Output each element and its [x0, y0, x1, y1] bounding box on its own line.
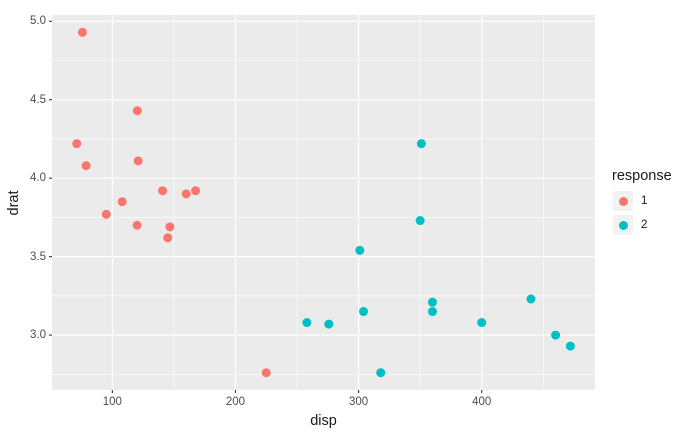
legend-title: response — [612, 168, 672, 184]
data-point-response-1 — [117, 197, 127, 207]
legend-key — [613, 215, 633, 235]
data-point-response-1 — [191, 186, 201, 196]
data-point-response-1 — [132, 106, 142, 116]
legend-item-label: 2 — [641, 219, 648, 231]
legend-swatch-icon — [618, 220, 628, 230]
data-point-response-2 — [376, 368, 386, 378]
x-tick-label: 100 — [102, 396, 122, 408]
data-point-response-2 — [526, 294, 536, 304]
legend-key — [613, 191, 633, 211]
data-point-response-2 — [324, 319, 334, 329]
x-tick-label: 400 — [472, 396, 492, 408]
data-point-response-1 — [163, 233, 173, 243]
data-point-response-2 — [302, 318, 312, 328]
y-tick-label: 4.5 — [30, 93, 46, 106]
legend-item-2: 2 — [612, 215, 672, 235]
data-point-response-1 — [261, 368, 271, 378]
panel-background — [52, 15, 595, 390]
data-point-response-1 — [133, 156, 143, 166]
data-point-response-1 — [81, 161, 91, 171]
data-point-response-2 — [415, 216, 425, 226]
y-axis-title: drat — [6, 190, 22, 216]
x-tick-label: 300 — [348, 396, 369, 408]
legend-swatch-icon — [618, 196, 628, 206]
data-point-response-2 — [355, 245, 365, 255]
data-point-response-1 — [165, 222, 175, 232]
legend-item-1: 1 — [612, 191, 672, 211]
x-axis-title: disp — [310, 413, 337, 429]
data-point-response-2 — [359, 307, 369, 317]
legend-item-label: 1 — [641, 195, 648, 207]
data-point-response-1 — [181, 189, 191, 199]
y-tick-label: 3.5 — [30, 250, 46, 263]
data-point-response-1 — [101, 209, 111, 219]
y-tick-label: 4.0 — [30, 172, 46, 185]
data-point-response-2 — [427, 307, 437, 317]
data-point-response-1 — [132, 220, 142, 230]
data-point-response-2 — [477, 318, 487, 328]
data-point-response-2 — [427, 297, 437, 307]
data-point-response-2 — [551, 330, 561, 340]
data-point-response-1 — [158, 186, 168, 196]
y-tick-label: 3.0 — [30, 329, 46, 342]
data-point-response-2 — [565, 341, 575, 351]
data-point-response-1 — [77, 27, 87, 37]
data-point-response-2 — [416, 139, 426, 149]
data-point-response-1 — [72, 139, 82, 149]
x-tick-label: 200 — [225, 396, 246, 408]
y-tick-label: 5.0 — [30, 15, 46, 28]
